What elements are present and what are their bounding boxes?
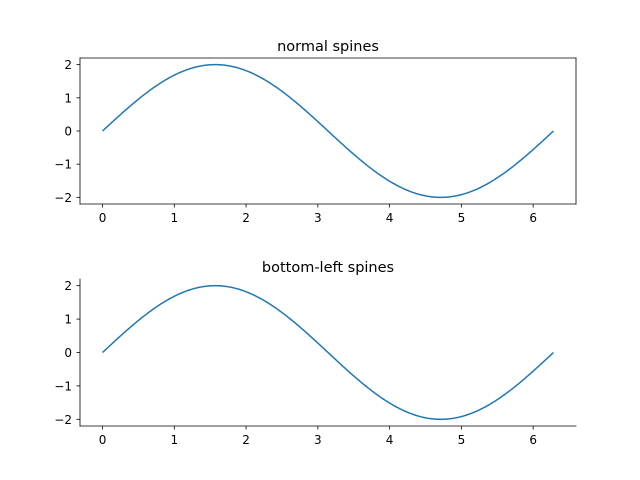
y-tick-label: −1: [54, 158, 72, 172]
x-tick-label: 3: [314, 211, 322, 225]
y-tick-label: 0: [64, 346, 72, 360]
y-tick-label: 1: [64, 91, 72, 105]
x-tick-label: 1: [170, 433, 178, 447]
y-tick-label: 2: [64, 279, 72, 293]
y-tick-label: 1: [64, 313, 72, 327]
x-tick-label: 0: [99, 211, 107, 225]
y-tick-label: 0: [64, 125, 72, 139]
chart-title: normal spines: [277, 39, 379, 55]
series-line: [102, 284, 554, 421]
x-tick-label: 0: [99, 433, 107, 447]
subplot-1: normal spines 0 1 2 3 4 5 6 −2 −1 0 1 2: [54, 39, 577, 225]
y-tick-label: −2: [54, 191, 72, 205]
x-tick-label: 4: [386, 433, 394, 447]
x-tick-label: 2: [242, 211, 250, 225]
y-tick-label: 2: [64, 58, 72, 72]
x-tick-label: 1: [170, 211, 178, 225]
y-tick-label: −2: [54, 413, 72, 427]
x-tick-label: 4: [386, 211, 394, 225]
chart-title: bottom-left spines: [262, 260, 394, 276]
subplot-2: bottom-left spines 0 1 2 3 4 5 6 −2 −1 0 1 2: [54, 260, 577, 447]
x-tick-label: 2: [242, 433, 250, 447]
series-line: [102, 63, 554, 199]
x-tick-label: 6: [529, 433, 537, 447]
x-tick-label: 3: [314, 433, 322, 447]
x-tick-label: 5: [458, 433, 466, 447]
y-tick-label: −1: [54, 379, 72, 393]
x-tick-label: 5: [458, 211, 466, 225]
x-tick-label: 6: [529, 211, 537, 225]
